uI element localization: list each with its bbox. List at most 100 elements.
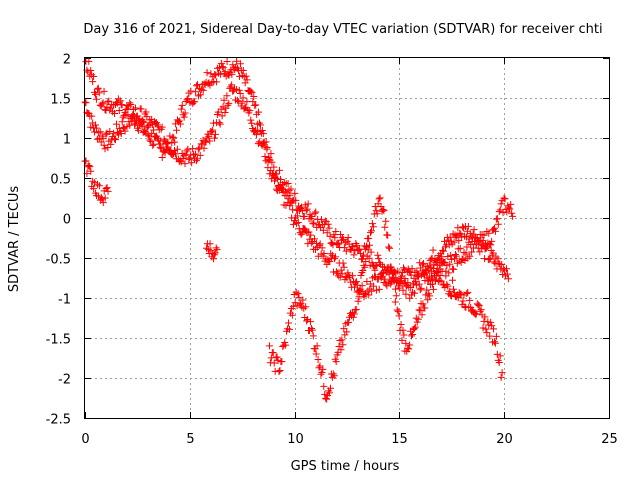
data-point-track-d (335, 343, 343, 351)
data-point-track-b (211, 134, 219, 142)
data-point-track-a (87, 123, 95, 131)
data-point-track-d (457, 290, 465, 298)
data-point-track-b (118, 101, 126, 109)
data-point-track-d (316, 362, 324, 370)
data-point-track-b (509, 212, 517, 220)
data-point-track-b (202, 138, 210, 146)
data-point-track-a (420, 259, 428, 267)
data-point-track-b (84, 68, 92, 76)
data-point-track-a (120, 123, 128, 131)
data-point-track-a (351, 247, 359, 255)
data-point-track-a (166, 132, 174, 140)
y-tick-label: -2 (58, 373, 71, 388)
data-point-track-b (487, 241, 495, 249)
data-point-track-b (488, 237, 496, 245)
data-point-track-a (327, 239, 335, 247)
data-point-track-a (241, 79, 249, 87)
y-tick-label: 2 (63, 53, 71, 68)
data-point-track-b (224, 101, 232, 109)
data-point-track-b (340, 263, 348, 271)
data-point-track-b (485, 229, 493, 237)
data-point-track-d (289, 302, 297, 310)
data-point-track-a (353, 241, 361, 249)
data-point-track-d (447, 291, 455, 299)
data-point-track-a (233, 57, 241, 65)
data-point-track-a (106, 128, 114, 136)
x-tick-label: 5 (186, 432, 194, 447)
data-point-track-a (450, 238, 458, 246)
data-point-track-d (372, 207, 380, 215)
data-point-track-a (359, 251, 367, 259)
data-point-track-a (252, 101, 260, 109)
data-point-track-a (498, 261, 506, 269)
data-point-track-a (199, 86, 207, 94)
data-point-track-a (365, 254, 373, 262)
data-point-track-d (390, 277, 398, 285)
data-point-track-d (493, 350, 501, 358)
data-point-track-b (372, 286, 380, 294)
data-point-track-d (367, 229, 375, 237)
data-point-track-d (312, 350, 320, 358)
data-point-track-b (473, 234, 481, 242)
data-point-track-a (177, 105, 185, 113)
data-point-track-a (489, 249, 497, 257)
data-point-track-d (497, 373, 505, 381)
data-point-track-b (210, 119, 218, 127)
data-point-track-b (139, 118, 147, 126)
data-point-track-d (365, 234, 373, 242)
x-tick-label: 15 (391, 432, 408, 447)
data-point-track-b (271, 177, 279, 185)
data-point-track-a (309, 220, 317, 228)
data-point-track-b (452, 252, 460, 260)
x-tick-label: 10 (287, 432, 304, 447)
data-point-track-b (290, 220, 298, 228)
data-point-track-b (492, 215, 500, 223)
data-point-track-a (236, 60, 244, 68)
data-point-track-b (215, 119, 223, 127)
data-point-track-a (251, 102, 259, 110)
data-point-track-d (386, 244, 394, 252)
data-point-track-d (416, 307, 424, 315)
data-point-track-a (214, 64, 222, 72)
data-point-track-d (270, 359, 278, 367)
data-point-track-d (388, 269, 396, 277)
data-point-track-a (350, 251, 358, 259)
data-point-track-b (193, 155, 201, 163)
data-point-track-b (316, 240, 324, 248)
data-point-track-b (289, 206, 297, 214)
data-point-track-b (331, 255, 339, 263)
data-point-track-a (276, 166, 284, 174)
data-point-track-b (491, 227, 499, 235)
data-point-track-b (112, 98, 120, 106)
data-point-track-a (126, 121, 134, 129)
data-point-track-d (376, 194, 384, 202)
data-point-track-b (338, 270, 346, 278)
data-point-track-b (467, 241, 475, 249)
data-point-track-b (404, 279, 412, 287)
data-point-track-d (328, 373, 336, 381)
data-point-track-b (445, 269, 453, 277)
data-point-track-b (143, 113, 151, 121)
data-point-track-d (449, 276, 457, 284)
data-point-track-d (442, 272, 450, 280)
data-point-track-d (275, 368, 283, 376)
data-point-track-a (196, 91, 204, 99)
data-point-track-b (236, 90, 244, 98)
data-point-track-b (287, 199, 295, 207)
data-point-track-a (219, 64, 227, 72)
data-point-track-a (100, 141, 108, 149)
data-point-track-a (248, 88, 256, 96)
data-point-track-b (85, 57, 93, 65)
data-point-track-b (140, 118, 148, 126)
data-point-track-a (107, 140, 115, 148)
data-point-track-b (320, 250, 328, 258)
data-point-track-b (466, 252, 474, 260)
data-point-track-d (299, 296, 307, 304)
grid-layer (85, 58, 609, 418)
y-tick-label: -1.5 (46, 333, 71, 348)
data-point-track-b (93, 85, 101, 93)
data-point-track-a (342, 247, 350, 255)
data-point-track-b (171, 147, 179, 155)
data-point-track-b (368, 287, 376, 295)
